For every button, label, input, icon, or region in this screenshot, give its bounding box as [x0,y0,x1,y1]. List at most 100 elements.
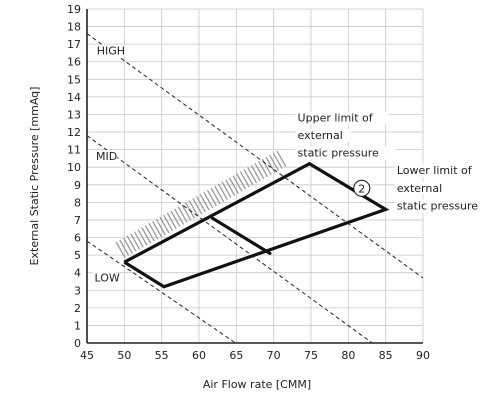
hatch-stroke [155,218,166,236]
x-tick-label: 70 [267,349,281,362]
hatch-stroke [170,210,181,227]
y-tick-label: 5 [74,249,81,262]
tick-labels: 45 50 55 60 65 70 75 80 85 9001234567891011121314… [67,3,430,362]
x-tick-label: 75 [304,349,318,362]
y-tick-label: 4 [74,267,81,280]
hatch-stroke [122,237,133,254]
hatch-stroke [232,175,243,192]
fan-curve-mid [87,135,374,343]
hatch-stroke [236,173,247,190]
axes [86,9,423,344]
y-tick-label: 12 [67,126,81,139]
y-tick-label: 1 [74,319,81,332]
x-tick-label: 65 [229,349,243,362]
hatch-stroke [243,169,254,186]
hatch-stroke [199,194,210,211]
y-tick-label: 19 [67,3,81,16]
annotation-label: static pressure [397,199,478,212]
y-axis-title: External Static Pressure [mmAq] [28,87,41,266]
hatch-stroke [137,229,148,246]
hatch-stroke [174,208,185,225]
y-tick-label: 11 [67,144,81,157]
annotation-bg [295,146,396,160]
hatch-stroke [192,198,203,215]
operating-range [123,161,390,289]
y-tick-label: 3 [74,284,81,297]
hatch-stroke [272,152,283,169]
x-tick-label: 45 [80,349,94,362]
grid [86,8,424,344]
annotation-label: MID [96,150,117,163]
hatch-stroke [144,225,155,242]
hatch-stroke [188,200,199,217]
fan-curve-high [87,33,423,279]
marker-label: 2 [358,182,365,195]
annotation-bg [394,181,451,195]
annotation-label: external [298,129,343,142]
annotation-bg [295,111,390,125]
hatch-stroke [254,162,265,180]
x-tick-label: 80 [341,349,355,362]
annotation-bg [93,150,118,164]
mid-limit-segment [210,216,272,255]
hatch-stroke [159,216,170,234]
marker-circle [353,179,371,197]
hatch-stroke [269,154,280,171]
hatch-stroke [203,191,214,209]
annotations: HIGH MID LOW Upper limit of external static p… [92,44,485,285]
hatch-stroke [210,187,221,205]
hatch-stroke [163,214,174,232]
annotation-bg [394,164,485,178]
y-tick-label: 14 [67,91,81,104]
annotation-bg [295,129,351,143]
hatch-stroke [177,206,188,223]
y-tick-label: 10 [67,161,81,174]
hatch-stroke [265,156,276,174]
annotation-label: Upper limit of [298,112,374,125]
hatch-stroke [217,183,228,200]
hatch-stroke [195,196,206,213]
annotation-label: static pressure [298,147,379,160]
y-tick-label: 17 [67,38,81,51]
annotation-bg [94,44,125,58]
hatch-stroke [141,227,152,244]
hatch-stroke [126,235,137,252]
x-axis-title: Air Flow rate [CMM] [203,378,311,391]
annotation-label: HIGH [97,45,125,58]
y-tick-label: 18 [67,21,81,34]
hatch-stroke [228,177,239,194]
hatch-stroke [247,167,258,184]
y-tick-label: 15 [67,73,81,86]
y-tick-label: 6 [74,232,81,245]
hatch-stroke [225,179,236,196]
hatch-stroke [152,220,163,238]
y-tick-label: 13 [67,108,81,121]
hatch-stroke [276,150,287,167]
annotation-label: external [397,182,442,195]
hatch-stroke [119,239,130,256]
hatch-stroke [214,185,225,203]
hatch-stroke [258,160,269,178]
hatch-stroke [166,212,177,229]
x-tick-label: 55 [155,349,169,362]
hatch-stroke [133,231,144,248]
x-tick-label: 50 [117,349,131,362]
y-tick-label: 0 [74,337,81,350]
hatch-stroke [181,204,192,221]
annotation-label: LOW [94,271,119,284]
y-tick-label: 9 [74,179,81,192]
y-tick-label: 7 [74,214,81,227]
fan-curves [87,33,423,343]
hatch-stroke [115,241,126,258]
hatch-stroke [130,233,141,250]
annotation-bg [394,199,485,213]
y-tick-label: 8 [74,196,81,209]
x-tick-label: 85 [379,349,393,362]
x-tick-label: 90 [416,349,430,362]
operating-range-outline [123,161,390,289]
hatch-stroke [148,223,159,240]
annotation-label: Lower limit of [397,164,473,177]
hatch-stroke [206,189,217,207]
hatch-stroke [250,165,261,182]
